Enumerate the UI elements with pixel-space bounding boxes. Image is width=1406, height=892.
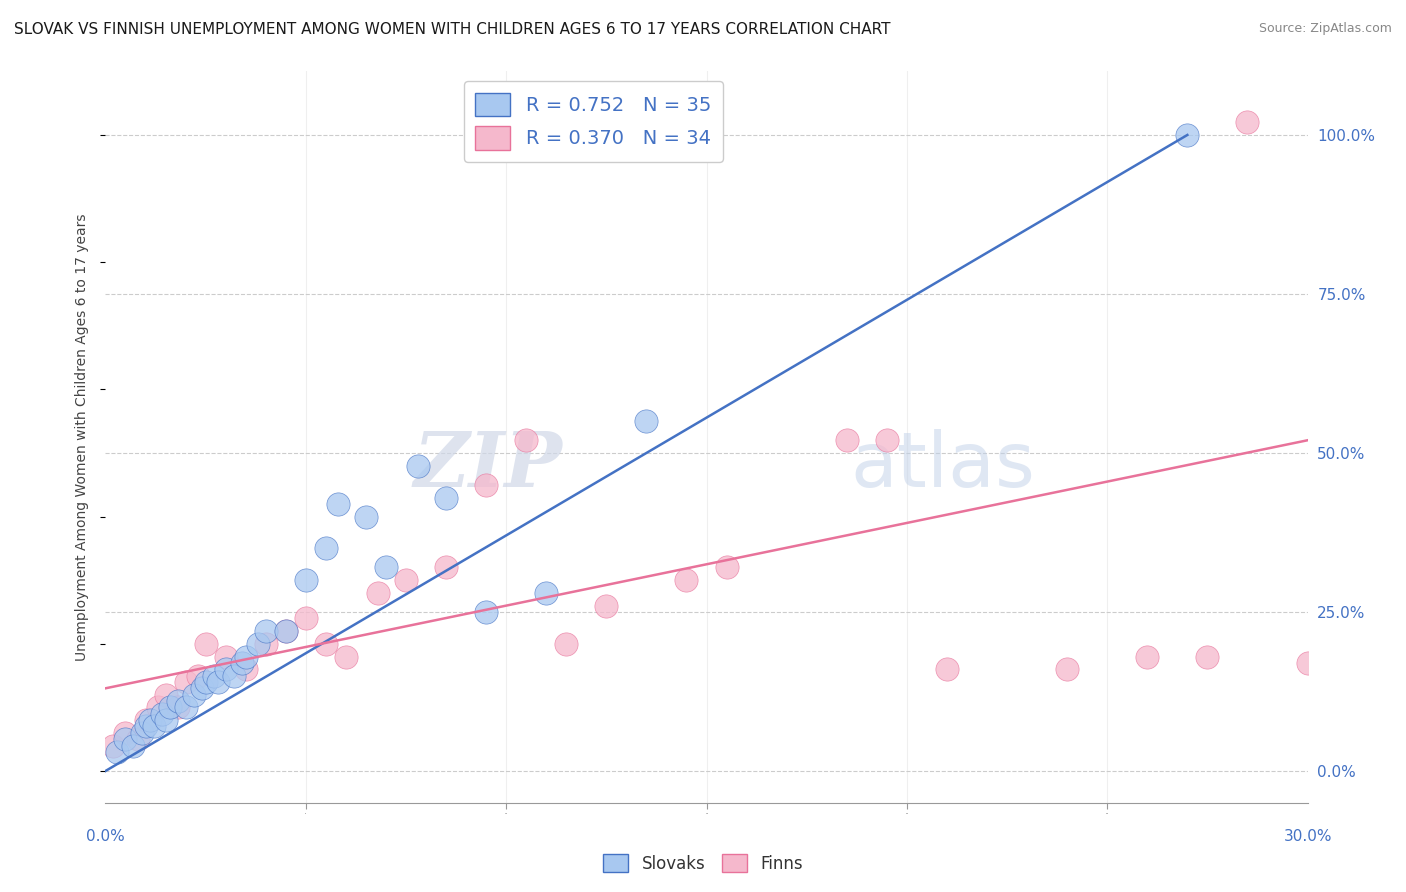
- Text: SLOVAK VS FINNISH UNEMPLOYMENT AMONG WOMEN WITH CHILDREN AGES 6 TO 17 YEARS CORR: SLOVAK VS FINNISH UNEMPLOYMENT AMONG WOM…: [14, 22, 890, 37]
- Point: [155, 688, 177, 702]
- Point: [222, 668, 245, 682]
- Point: [214, 649, 236, 664]
- Point: [166, 694, 188, 708]
- Point: [114, 726, 136, 740]
- Point: [135, 713, 157, 727]
- Point: [135, 719, 157, 733]
- Point: [146, 700, 169, 714]
- Point: [235, 662, 257, 676]
- Y-axis label: Unemployment Among Women with Children Ages 6 to 17 years: Unemployment Among Women with Children A…: [76, 213, 90, 661]
- Point: [122, 739, 145, 753]
- Point: [675, 573, 697, 587]
- Point: [190, 681, 212, 696]
- Point: [335, 649, 357, 664]
- Point: [246, 637, 269, 651]
- Point: [274, 624, 297, 638]
- Point: [315, 541, 337, 556]
- Point: [1236, 115, 1258, 129]
- Legend: Slovaks, Finns: Slovaks, Finns: [596, 847, 810, 880]
- Text: Source: ZipAtlas.com: Source: ZipAtlas.com: [1258, 22, 1392, 36]
- Point: [194, 637, 217, 651]
- Point: [207, 675, 229, 690]
- Point: [231, 656, 253, 670]
- Point: [555, 637, 578, 651]
- Point: [475, 477, 498, 491]
- Point: [103, 739, 125, 753]
- Point: [183, 688, 205, 702]
- Point: [107, 745, 129, 759]
- Point: [1296, 656, 1319, 670]
- Legend: R = 0.752   N = 35, R = 0.370   N = 34: R = 0.752 N = 35, R = 0.370 N = 34: [464, 81, 723, 161]
- Point: [326, 497, 349, 511]
- Point: [127, 732, 149, 747]
- Point: [716, 560, 738, 574]
- Point: [187, 668, 209, 682]
- Point: [254, 624, 277, 638]
- Point: [295, 573, 318, 587]
- Point: [395, 573, 418, 587]
- Point: [367, 586, 389, 600]
- Point: [159, 700, 181, 714]
- Point: [936, 662, 959, 676]
- Point: [202, 668, 225, 682]
- Point: [354, 509, 377, 524]
- Point: [274, 624, 297, 638]
- Point: [534, 586, 557, 600]
- Text: 30.0%: 30.0%: [1284, 830, 1331, 844]
- Point: [174, 700, 197, 714]
- Point: [142, 719, 165, 733]
- Point: [475, 605, 498, 619]
- Point: [155, 713, 177, 727]
- Point: [166, 700, 188, 714]
- Text: atlas: atlas: [851, 429, 1036, 503]
- Point: [235, 649, 257, 664]
- Text: 0.0%: 0.0%: [86, 830, 125, 844]
- Point: [1197, 649, 1219, 664]
- Point: [138, 713, 160, 727]
- Text: ZIP: ZIP: [413, 429, 562, 503]
- Point: [595, 599, 617, 613]
- Point: [295, 611, 318, 625]
- Point: [315, 637, 337, 651]
- Point: [114, 732, 136, 747]
- Point: [406, 458, 429, 473]
- Point: [434, 491, 457, 505]
- Point: [835, 434, 858, 448]
- Point: [254, 637, 277, 651]
- Point: [131, 726, 153, 740]
- Point: [636, 414, 658, 428]
- Point: [374, 560, 398, 574]
- Point: [150, 706, 173, 721]
- Point: [1056, 662, 1078, 676]
- Point: [515, 434, 537, 448]
- Point: [214, 662, 236, 676]
- Point: [434, 560, 457, 574]
- Point: [174, 675, 197, 690]
- Point: [1136, 649, 1159, 664]
- Point: [1175, 128, 1198, 142]
- Point: [194, 675, 217, 690]
- Point: [876, 434, 898, 448]
